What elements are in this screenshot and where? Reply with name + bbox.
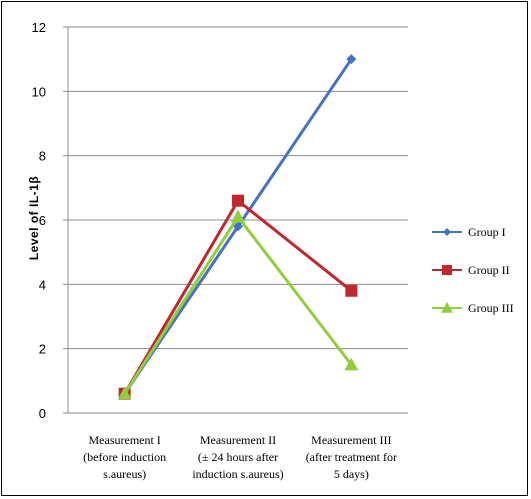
x-tick-label: Measurement I (before induction s.aureus) [83, 433, 166, 481]
y-tick-labels: 0 2 4 6 8 10 12 [32, 20, 46, 421]
legend-marker [443, 228, 451, 236]
axes [63, 26, 408, 414]
data-point [232, 194, 244, 207]
y-tick-label: 2 [39, 342, 46, 357]
legend-item: Group II [432, 263, 510, 277]
data-point [117, 386, 132, 400]
legend: Group I Group II Group III [432, 225, 514, 315]
x-tick-labels: Measurement I (before induction s.aureus) M… [83, 433, 397, 481]
data-point [231, 209, 245, 223]
x-tick-label: Measurement II (± 24 hours after induction… [192, 433, 283, 481]
data-point [233, 221, 243, 232]
y-tick-label: 4 [39, 277, 46, 292]
y-tick-label: 0 [39, 406, 46, 421]
series-line [123, 215, 353, 395]
y-tick-label: 6 [39, 213, 46, 228]
y-tick-label: 8 [39, 149, 46, 164]
series-3 [117, 209, 359, 400]
legend-item: Group I [432, 225, 506, 239]
legend-marker [442, 265, 452, 275]
data-point [345, 284, 358, 297]
legend-label: Group I [468, 225, 506, 239]
legend-label: Group II [468, 263, 510, 277]
legend-item: Group III [432, 301, 514, 315]
series-group [117, 54, 359, 400]
legend-label: Group III [468, 301, 514, 315]
gridlines [68, 26, 408, 350]
y-tick-label: 10 [32, 84, 46, 99]
y-tick-label: 12 [32, 20, 46, 35]
y-axis-label: Level of IL-1β [27, 176, 41, 260]
x-tick-label: Measurement III (after treatment for 5 day… [306, 433, 397, 481]
legend-marker [441, 302, 453, 313]
data-point [346, 54, 357, 65]
data-point [344, 357, 359, 371]
